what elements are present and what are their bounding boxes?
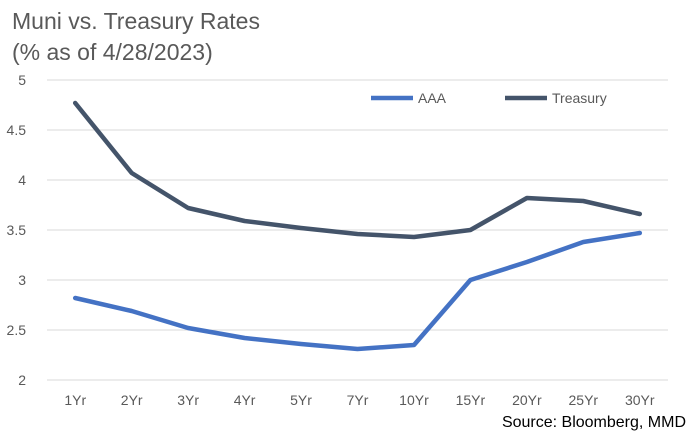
x-tick-label: 10Yr (399, 392, 429, 408)
x-tick-label: 7Yr (347, 392, 369, 408)
y-tick-label: 3.5 (7, 222, 27, 238)
x-tick-label: 15Yr (456, 392, 486, 408)
y-tick-label: 3 (18, 272, 26, 288)
y-tick-label: 2 (18, 372, 26, 388)
series-line-treasury (72, 100, 643, 240)
series-line-aaa (72, 230, 643, 352)
chart-title-line-1: Muni vs. Treasury Rates (12, 8, 260, 34)
gridlines (47, 79, 668, 381)
x-tick-label: 3Yr (177, 392, 199, 408)
chart-title-line-2: (% as of 4/28/2023) (12, 39, 213, 65)
source-note: Source: Bloomberg, MMD (501, 414, 686, 431)
x-tick-label: 2Yr (121, 392, 143, 408)
x-tick-label: 20Yr (512, 392, 542, 408)
series-lines (72, 100, 643, 352)
x-axis-ticks: 1Yr 2Yr 3Yr 4Yr 5Yr 7Yr 10Yr 15Yr 20Yr 25Yr 30Yr (64, 392, 655, 408)
y-tick-label: 2.5 (7, 322, 27, 338)
y-axis-ticks: 2 2.5 3 3.5 4 4.5 5 (7, 72, 27, 388)
x-tick-label: 1Yr (64, 392, 86, 408)
x-tick-label: 25Yr (569, 392, 599, 408)
chart-title: Muni vs. Treasury Rates (% as of 4/28/20… (12, 6, 260, 68)
legend: AAA Treasury (371, 90, 607, 106)
legend-label-aaa: AAA (418, 90, 447, 106)
y-tick-label: 4 (18, 172, 26, 188)
x-tick-label: 5Yr (290, 392, 312, 408)
y-tick-label: 4.5 (7, 122, 27, 138)
legend-label-treasury: Treasury (552, 90, 607, 106)
x-tick-label: 4Yr (234, 392, 256, 408)
y-tick-label: 5 (18, 72, 26, 88)
x-tick-label: 30Yr (625, 392, 655, 408)
